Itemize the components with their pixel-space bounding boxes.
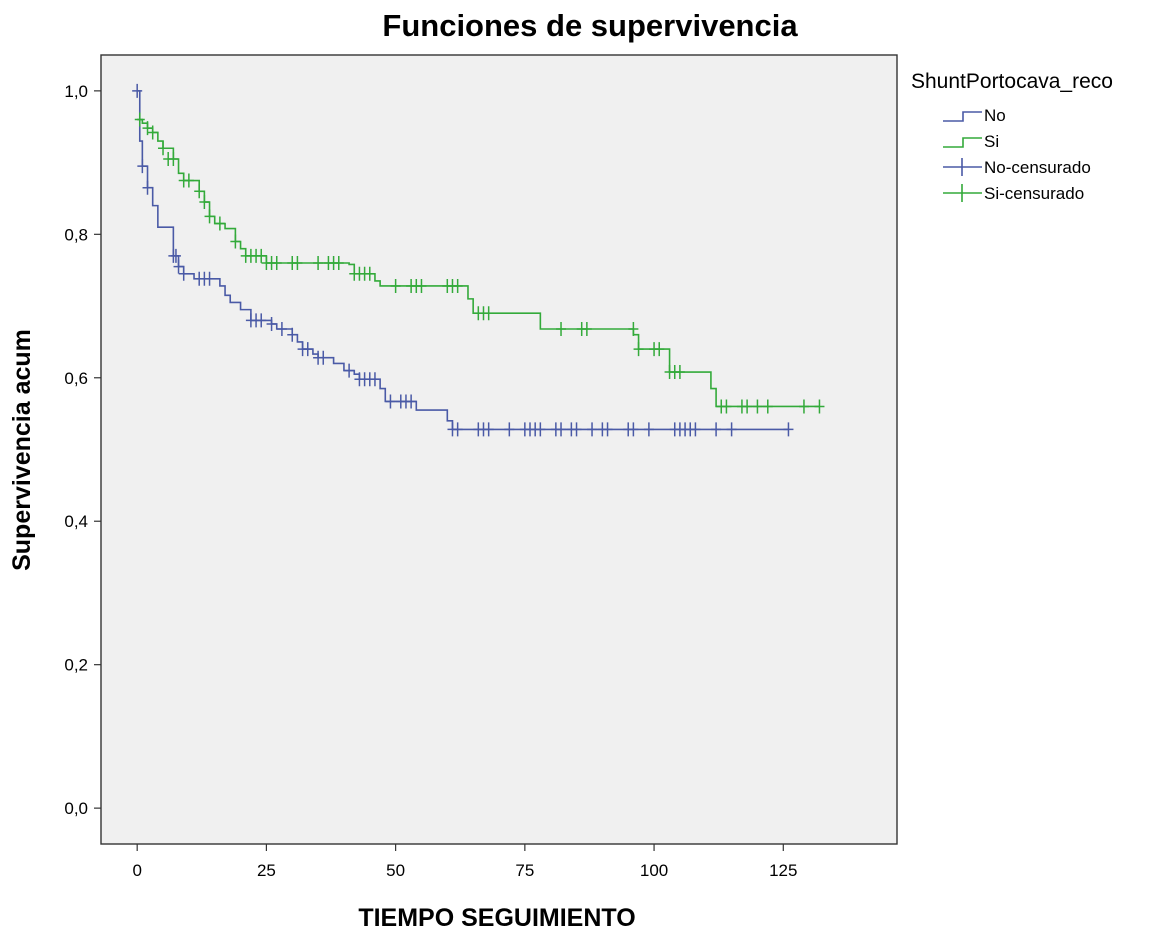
legend-symbol-si-censurado: [943, 184, 982, 202]
censor-mark-no: [602, 422, 613, 437]
censor-mark-no: [266, 316, 277, 331]
censor-mark-si: [483, 306, 494, 321]
censor-mark-no: [170, 248, 181, 263]
censor-mark-si: [364, 266, 375, 281]
y-tick-label: 0,0: [64, 799, 88, 818]
censor-mark-no: [556, 422, 567, 437]
censor-mark-no: [726, 422, 737, 437]
legend-label-no: No: [984, 106, 1006, 125]
censor-mark-si: [721, 399, 732, 414]
censor-mark-no: [504, 422, 515, 437]
censor-mark-si: [798, 399, 809, 414]
censor-mark-si: [199, 195, 210, 210]
censor-mark-si: [633, 342, 644, 357]
chart-title: Funciones de supervivencia: [382, 8, 798, 43]
x-tick-label: 100: [640, 861, 668, 880]
y-tick-label: 0,6: [64, 369, 88, 388]
censor-mark-si: [204, 209, 215, 224]
legend-title: ShuntPortocava_reco: [911, 70, 1113, 93]
x-tick-label: 75: [515, 861, 534, 880]
censor-mark-no: [587, 422, 598, 437]
x-tick-label: 0: [132, 861, 141, 880]
censor-mark-no: [483, 422, 494, 437]
censor-mark-no: [256, 313, 267, 328]
censor-mark-no: [178, 266, 189, 281]
x-tick-label: 25: [257, 861, 276, 880]
censor-mark-no: [142, 180, 153, 195]
censor-mark-no: [711, 422, 722, 437]
legend: ShuntPortocava_reco No Si No-censurado Si-c…: [911, 70, 1113, 203]
censor-mark-no: [643, 422, 654, 437]
censor-mark-no: [628, 422, 639, 437]
y-axis-title: Supervivencia acum: [8, 329, 36, 571]
legend-label-si-censurado: Si-censurado: [984, 184, 1084, 203]
censor-mark-si: [814, 399, 825, 414]
legend-label-si: Si: [984, 132, 999, 151]
censor-mark-si: [742, 399, 753, 414]
legend-symbol-no-censurado: [943, 158, 982, 176]
censor-mark-si: [256, 248, 267, 263]
legend-label-no-censurado: No-censurado: [984, 158, 1091, 177]
censor-mark-no: [276, 321, 287, 336]
censor-mark-no: [204, 271, 215, 286]
x-tick-label: 125: [769, 861, 797, 880]
censor-mark-no: [173, 259, 184, 274]
censor-mark-si: [762, 399, 773, 414]
censor-mark-si: [142, 121, 153, 136]
y-tick-label: 0,2: [64, 656, 88, 675]
legend-symbol-si: [943, 137, 982, 148]
censor-mark-si: [556, 321, 567, 336]
censor-mark-no: [452, 422, 463, 437]
censor-mark-si: [147, 125, 158, 140]
censor-mark-si: [158, 141, 169, 156]
censor-mark-si: [183, 173, 194, 188]
censor-mark-si: [752, 399, 763, 414]
censor-mark-si: [674, 365, 685, 380]
censor-mark-no: [287, 327, 298, 342]
censor-mark-no: [385, 394, 396, 409]
censor-mark-no: [571, 422, 582, 437]
censor-mark-no: [535, 422, 546, 437]
censor-mark-si: [194, 184, 205, 199]
censor-mark-si: [292, 256, 303, 271]
censor-mark-no: [406, 394, 417, 409]
series-layer: [132, 83, 825, 437]
censor-mark-si: [168, 152, 179, 167]
censor-mark-si: [654, 342, 665, 357]
plot-area: [100, 54, 898, 845]
censor-mark-no: [783, 422, 794, 437]
censor-mark-si: [333, 256, 344, 271]
censor-mark-no: [132, 83, 143, 98]
censor-mark-no: [137, 159, 148, 174]
censor-mark-si: [230, 234, 241, 249]
legend-symbol-no: [943, 111, 982, 122]
y-axis: 0,0 0,2 0,4 0,6 0,8 1,0: [64, 82, 101, 818]
censor-mark-no: [344, 363, 355, 378]
x-tick-label: 50: [386, 861, 405, 880]
censor-mark-si: [390, 278, 401, 293]
censor-mark-si: [214, 216, 225, 231]
y-tick-label: 0,4: [64, 512, 88, 531]
x-axis: 0 25 50 75 100 125: [132, 844, 797, 880]
censor-mark-no: [318, 350, 329, 365]
y-tick-label: 0,8: [64, 225, 88, 244]
censor-mark-si: [134, 112, 145, 127]
x-axis-title: TIEMPO SEGUIMIENTO: [358, 904, 635, 932]
y-tick-label: 1,0: [64, 82, 88, 101]
censor-mark-si: [271, 256, 282, 271]
censor-mark-no: [369, 372, 380, 387]
censor-mark-si: [416, 278, 427, 293]
censor-mark-si: [628, 321, 639, 336]
censor-mark-si: [452, 278, 463, 293]
censor-mark-no: [302, 342, 313, 357]
censor-mark-si: [581, 321, 592, 336]
censor-mark-no: [690, 422, 701, 437]
censor-mark-si: [313, 256, 324, 271]
